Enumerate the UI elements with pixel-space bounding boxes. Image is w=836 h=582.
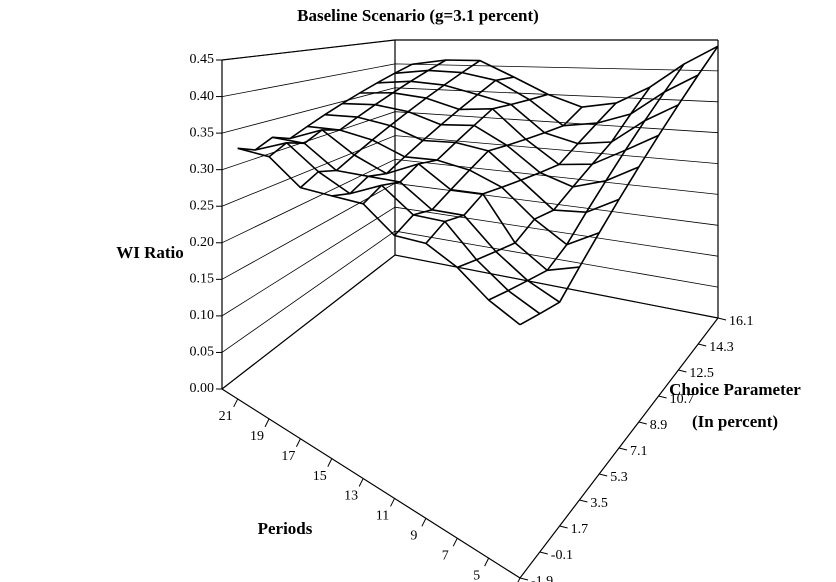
x-tick (517, 577, 521, 582)
surface-line (272, 136, 561, 303)
y-axis-label: (In percent) (692, 412, 778, 431)
z-tick-label: 0.30 (190, 162, 215, 177)
z-tick-label: 0.15 (190, 272, 215, 287)
z-tick-label: 0.10 (190, 308, 215, 323)
surface-line (324, 113, 620, 213)
grid-line (221, 206, 719, 317)
grid-line (221, 39, 718, 61)
grid-line (221, 182, 719, 280)
y-tick-label: 16.1 (729, 314, 754, 329)
x-tick-label: 5 (473, 568, 480, 582)
z-tick-label: 0.35 (190, 125, 215, 140)
axis-frame (221, 39, 718, 61)
grid-line (221, 111, 719, 171)
x-tick-label: 7 (442, 548, 449, 563)
y-tick (638, 421, 647, 425)
surface-line (377, 80, 679, 145)
x-tick (452, 537, 458, 547)
z-tick-label: 0.45 (190, 52, 215, 67)
y-tick-label: 14.3 (709, 340, 734, 355)
x-tick-label: 21 (219, 409, 233, 424)
y-tick-label: 10.7 (670, 392, 695, 407)
axis-frame (221, 254, 719, 390)
x-tick-label: 15 (313, 469, 327, 484)
y-tick (539, 551, 548, 555)
x-tick (390, 498, 395, 507)
y-tick-label: 12.5 (689, 366, 714, 381)
surface-line (359, 92, 659, 166)
y-tick (717, 317, 727, 321)
surface-line (254, 142, 541, 315)
z-tick-label: 0.25 (190, 198, 215, 213)
surface-line (393, 106, 583, 237)
y-tick (678, 369, 687, 373)
y-tick-label: 5.3 (610, 470, 628, 485)
surface-line (237, 147, 521, 326)
y-tick-label: 7.1 (630, 444, 648, 459)
y-tick (658, 395, 667, 399)
surface-line (299, 59, 481, 189)
surface-line (289, 129, 580, 272)
y-tick (618, 447, 628, 451)
grid-line (221, 135, 719, 207)
grid-line (221, 254, 719, 390)
y-tick-label: -1.9 (531, 574, 553, 582)
z-tick-label: 0.20 (190, 235, 215, 250)
y-tick (698, 343, 707, 347)
y-tick-label: 1.7 (571, 522, 589, 537)
x-tick (327, 458, 333, 467)
z-axis-label: WI Ratio (116, 243, 184, 262)
surface-line (394, 69, 699, 127)
x-tick (264, 418, 270, 428)
surface-line (307, 125, 600, 246)
surface-line (519, 45, 719, 326)
grid-line (221, 63, 719, 97)
x-axis-label: Periods (258, 519, 313, 538)
surface-line (237, 63, 413, 151)
x-tick-label: 19 (250, 429, 264, 444)
y-tick (579, 499, 588, 503)
surface-line (488, 63, 685, 301)
surface-line (342, 102, 640, 188)
x-tick (484, 557, 490, 567)
grid-line (221, 87, 719, 134)
x-tick-label: 9 (410, 529, 417, 544)
surface-line (331, 76, 515, 197)
chart-title: Baseline Scenario (g=3.1 percent) (297, 6, 539, 25)
x-tick-label: 17 (281, 449, 295, 464)
y-tick-label: 8.9 (650, 418, 668, 433)
x-tick-label: 13 (344, 489, 358, 504)
surface-line (425, 102, 617, 244)
surface-line (457, 86, 651, 269)
surface-line (362, 93, 549, 205)
x-tick-label: 11 (376, 509, 389, 524)
surface-line (411, 45, 719, 108)
y-tick (599, 473, 608, 477)
z-tick-label: 0.00 (190, 381, 215, 396)
x-tick (421, 518, 427, 527)
z-tick-label: 0.40 (190, 89, 215, 104)
x-tick (358, 478, 364, 487)
y-tick (519, 577, 529, 581)
x-tick (233, 398, 239, 408)
grid-line (221, 158, 719, 244)
surface-line (268, 59, 447, 158)
y-tick (559, 525, 568, 529)
y-tick-label: -0.1 (551, 548, 573, 563)
z-tick-label: 0.05 (190, 345, 215, 360)
grid-line (221, 230, 719, 353)
x-tick (295, 438, 301, 447)
y-tick-label: 3.5 (590, 496, 608, 511)
y-axis-label: Choice Parameter (669, 380, 801, 399)
